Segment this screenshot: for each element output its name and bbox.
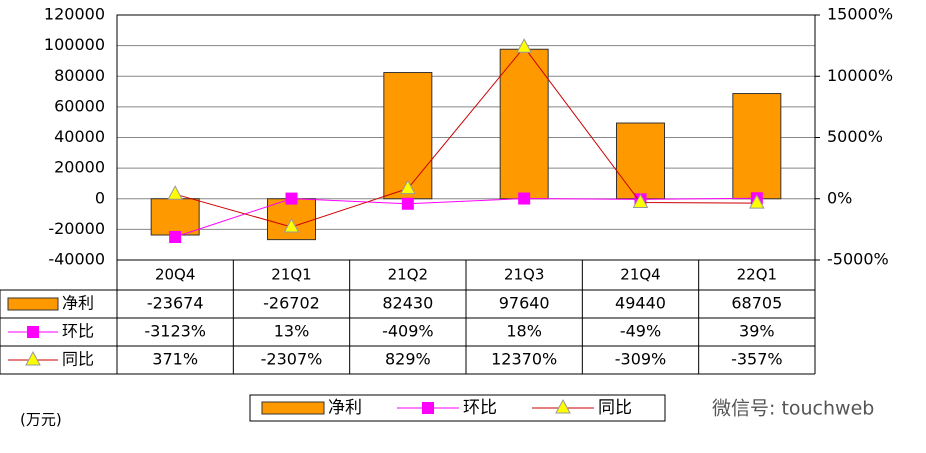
table-value: -3123% [144, 322, 206, 341]
y-tick-label: 40000 [54, 127, 105, 146]
marker [401, 197, 414, 210]
marker [283, 217, 300, 233]
marker [169, 231, 182, 244]
y-tick-label: 80000 [54, 66, 105, 85]
y-tick-label: 120000 [44, 5, 105, 24]
y-tick-label: 100000 [44, 35, 105, 54]
table-value: 18% [506, 322, 542, 341]
marker [632, 193, 649, 209]
y-tick-label: -40000 [48, 250, 105, 269]
x-tick-label: 21Q3 [504, 266, 544, 284]
legend-label: 同比 [598, 398, 632, 418]
table-value: -26702 [263, 294, 320, 313]
table-value: -49% [620, 322, 661, 341]
y2-tick-label: 15000% [827, 5, 893, 24]
x-tick-label: 21Q2 [388, 266, 428, 284]
legend-label: 同比 [62, 350, 94, 369]
marker [285, 192, 298, 205]
bar [383, 72, 433, 200]
marker [27, 326, 39, 338]
table-value: -409% [382, 322, 434, 341]
table-value: -357% [731, 350, 783, 369]
table-value: 13% [274, 322, 310, 341]
bar [150, 198, 200, 236]
line [175, 46, 757, 228]
table-value: -2307% [261, 350, 323, 369]
x-tick-label: 21Q1 [271, 266, 311, 284]
bar [732, 93, 782, 200]
marker [516, 38, 533, 53]
legend-swatch [7, 297, 59, 311]
marker [167, 185, 184, 200]
marker [748, 194, 765, 209]
table-value: 829% [385, 350, 431, 369]
legend-label: 环比 [463, 398, 497, 418]
y2-tick-label: 0% [827, 188, 852, 207]
table-value: 12370% [491, 350, 557, 369]
y2-tick-label: 10000% [827, 66, 893, 85]
marker [422, 402, 434, 414]
table-value: 39% [739, 322, 775, 341]
y-tick-label: 60000 [54, 96, 105, 115]
legend-label: 净利 [62, 294, 94, 313]
legend-label: 净利 [328, 398, 362, 418]
x-tick-label: 20Q4 [155, 266, 195, 284]
table-value: -309% [615, 350, 667, 369]
marker [399, 179, 416, 195]
y-tick-label: 0 [95, 188, 105, 207]
y2-tick-label: -5000% [827, 250, 889, 269]
table-value: -23674 [147, 294, 204, 313]
table-value: 371% [152, 350, 198, 369]
table-value: 49440 [615, 294, 666, 313]
bar [499, 48, 549, 200]
marker [518, 192, 531, 205]
unit-note: (万元) [20, 411, 62, 429]
x-tick-label: 22Q1 [737, 266, 777, 284]
table-value: 97640 [499, 294, 550, 313]
y-tick-label: -20000 [48, 219, 105, 238]
legend-label: 环比 [62, 322, 94, 341]
table-value: 82430 [382, 294, 433, 313]
legend-swatch [261, 401, 325, 415]
bar [616, 122, 665, 200]
marker [555, 398, 571, 414]
y2-tick-label: 5000% [827, 127, 883, 146]
watermark: 微信号: touchweb [712, 398, 874, 420]
legend-box [249, 394, 666, 422]
marker [25, 350, 41, 366]
table-value: 68705 [731, 294, 782, 313]
x-tick-label: 21Q4 [620, 266, 660, 284]
y-tick-label: 20000 [54, 158, 105, 177]
line [175, 197, 757, 238]
